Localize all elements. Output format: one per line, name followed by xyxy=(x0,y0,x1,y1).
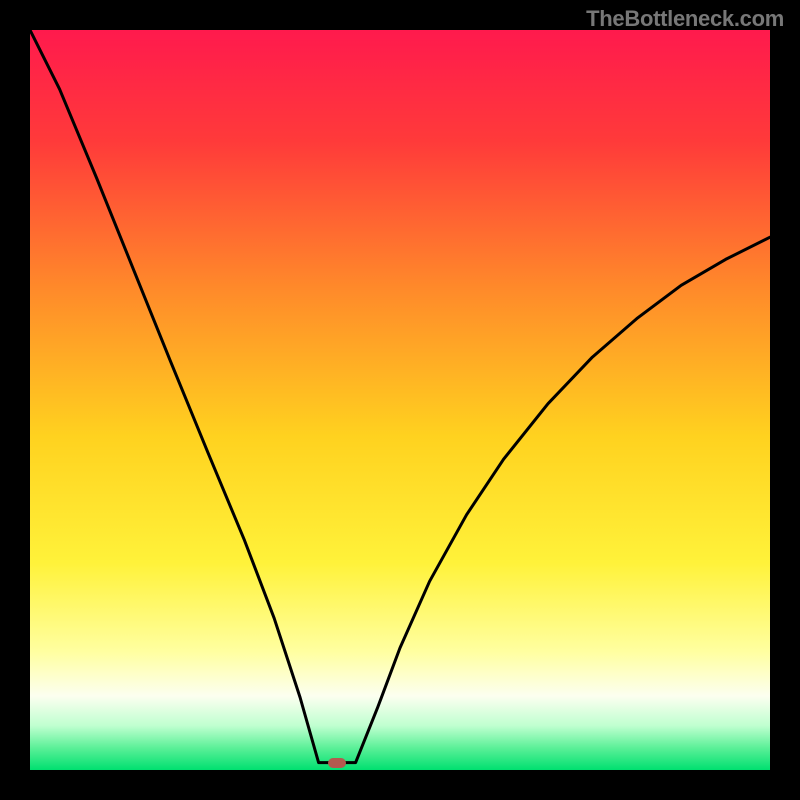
watermark-text: TheBottleneck.com xyxy=(586,6,784,32)
minimum-marker xyxy=(328,758,346,768)
bottleneck-curve xyxy=(30,30,770,770)
chart-plot-area xyxy=(30,30,770,770)
